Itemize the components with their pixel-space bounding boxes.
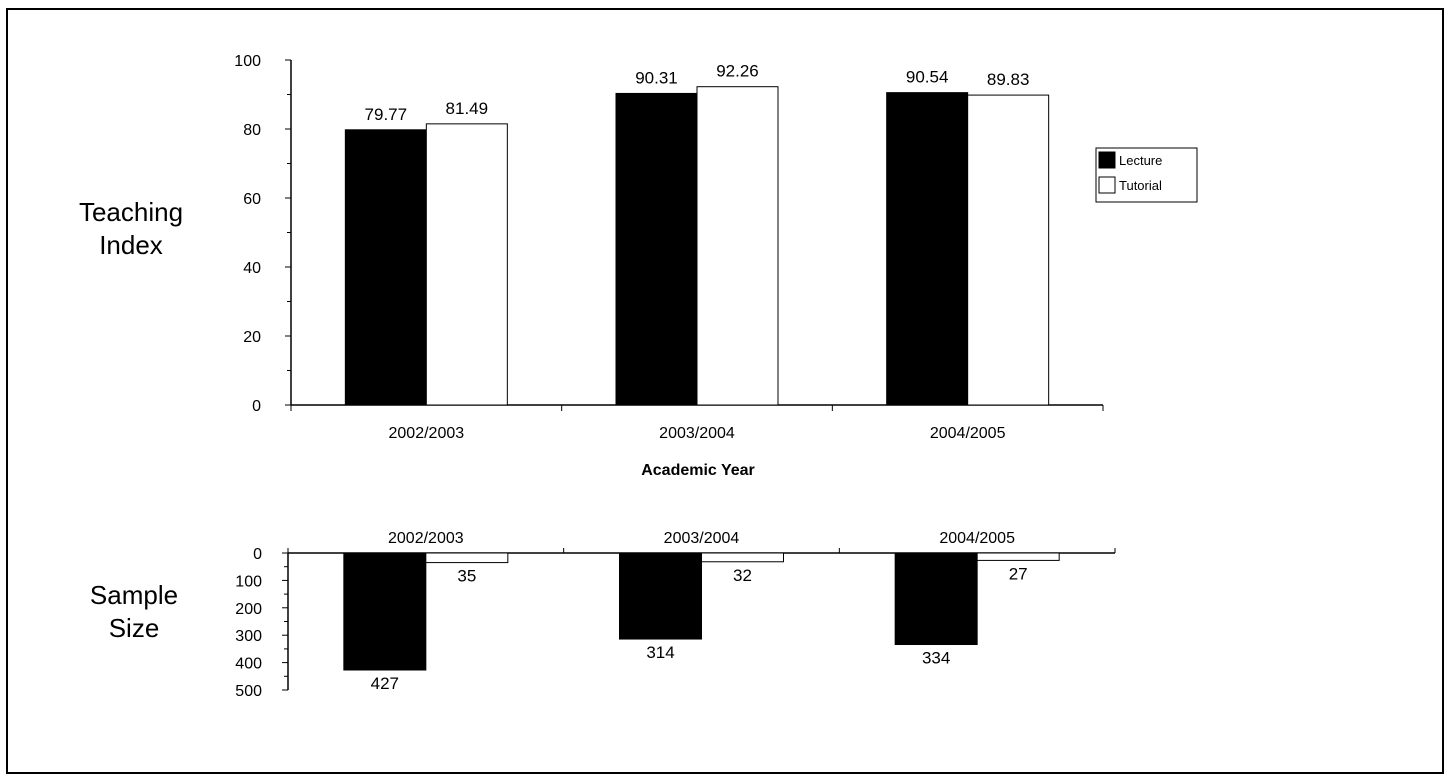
- bottom-bar-tutorial: [701, 552, 784, 563]
- top-plot-area: 0 20 40 60 80 100 2002/2003 79.77 81.49 2003/2004…: [234, 53, 1104, 442]
- bottom-y-tick-label: 200: [235, 601, 262, 618]
- top-bar-value-label: 89.83: [987, 70, 1030, 89]
- top-bar-value-label: 90.31: [635, 68, 678, 87]
- bottom-y-tick-label: 400: [235, 656, 262, 673]
- top-x-tick-label: 2004/2005: [930, 425, 1006, 442]
- top-xlabel: Academic Year: [641, 462, 755, 479]
- top-y-tick-label: 80: [243, 122, 261, 139]
- bottom-plot-area: 0 100 200 300 400 500 2002/2003 427 35 2003/2004 3…: [235, 530, 1116, 700]
- top-bar-value-label: 79.77: [365, 105, 408, 124]
- top-bar-value-label: 92.26: [716, 62, 759, 81]
- bottom-bar-lecture: [343, 552, 427, 671]
- top-bar-value-label: 81.49: [446, 99, 489, 118]
- bottom-bar-value-label: 35: [457, 567, 476, 586]
- legend: Lecture Tutorial: [1095, 147, 1198, 203]
- top-x-tick-label: 2003/2004: [659, 425, 735, 442]
- bottom-bar-tutorial: [976, 552, 1060, 561]
- top-y-tick-label: 0: [252, 398, 261, 415]
- top-bar-tutorial: [967, 94, 1050, 406]
- legend-swatch-lecture: [1098, 151, 1116, 169]
- figure-frame: [6, 8, 1444, 774]
- bottom-ylabel-line2: Size: [109, 613, 160, 643]
- bottom-bar-value-label: 27: [1009, 564, 1028, 583]
- legend-swatch-tutorial: [1098, 176, 1116, 194]
- bottom-y-tick-label: 0: [253, 546, 262, 563]
- top-bar-lecture: [615, 92, 698, 406]
- bottom-bar-lecture: [894, 552, 978, 646]
- top-ylabel-line2: Index: [99, 230, 163, 260]
- bottom-bar-tutorial: [425, 552, 509, 564]
- legend-label-lecture: Lecture: [1119, 153, 1162, 168]
- bottom-ylabel-line1: Sample: [90, 580, 178, 610]
- bottom-bar-value-label: 427: [371, 674, 399, 693]
- bottom-bar-value-label: 314: [646, 643, 674, 662]
- top-bar-tutorial: [696, 86, 779, 406]
- top-y-tick-label: 100: [234, 53, 261, 70]
- bottom-bar-lecture: [619, 552, 702, 640]
- top-y-tick-label: 60: [243, 191, 261, 208]
- bottom-y-tick-label: 100: [235, 573, 262, 590]
- bottom-bar-value-label: 334: [922, 649, 950, 668]
- top-ylabel-line1: Teaching: [79, 197, 183, 227]
- bottom-bar-value-label: 32: [733, 566, 752, 585]
- bottom-x-tick-label: 2004/2005: [939, 530, 1015, 547]
- legend-label-tutorial: Tutorial: [1119, 178, 1162, 193]
- top-bar-tutorial: [425, 123, 508, 406]
- top-y-tick-label: 40: [243, 260, 261, 277]
- top-x-tick-label: 2002/2003: [389, 425, 465, 442]
- top-bar-value-label: 90.54: [906, 68, 949, 87]
- bottom-y-tick-label: 300: [235, 628, 262, 645]
- top-bar-lecture: [344, 129, 427, 406]
- bottom-x-tick-label: 2002/2003: [388, 530, 464, 547]
- top-bar-lecture: [886, 92, 969, 406]
- bottom-y-tick-label: 500: [235, 683, 262, 700]
- bottom-x-tick-label: 2003/2004: [664, 530, 740, 547]
- top-y-tick-label: 20: [243, 329, 261, 346]
